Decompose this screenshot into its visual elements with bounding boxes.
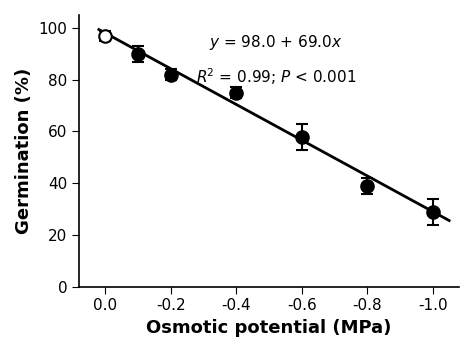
Text: $\it{R}$$^2$ = 0.99; $\it{P}$ < 0.001: $\it{R}$$^2$ = 0.99; $\it{P}$ < 0.001 xyxy=(195,67,356,87)
Y-axis label: Germination (%): Germination (%) xyxy=(15,68,33,234)
X-axis label: Osmotic potential (MPa): Osmotic potential (MPa) xyxy=(146,319,392,337)
Text: $\it{y}$ = 98.0 + 69.0$\it{x}$: $\it{y}$ = 98.0 + 69.0$\it{x}$ xyxy=(209,33,342,52)
